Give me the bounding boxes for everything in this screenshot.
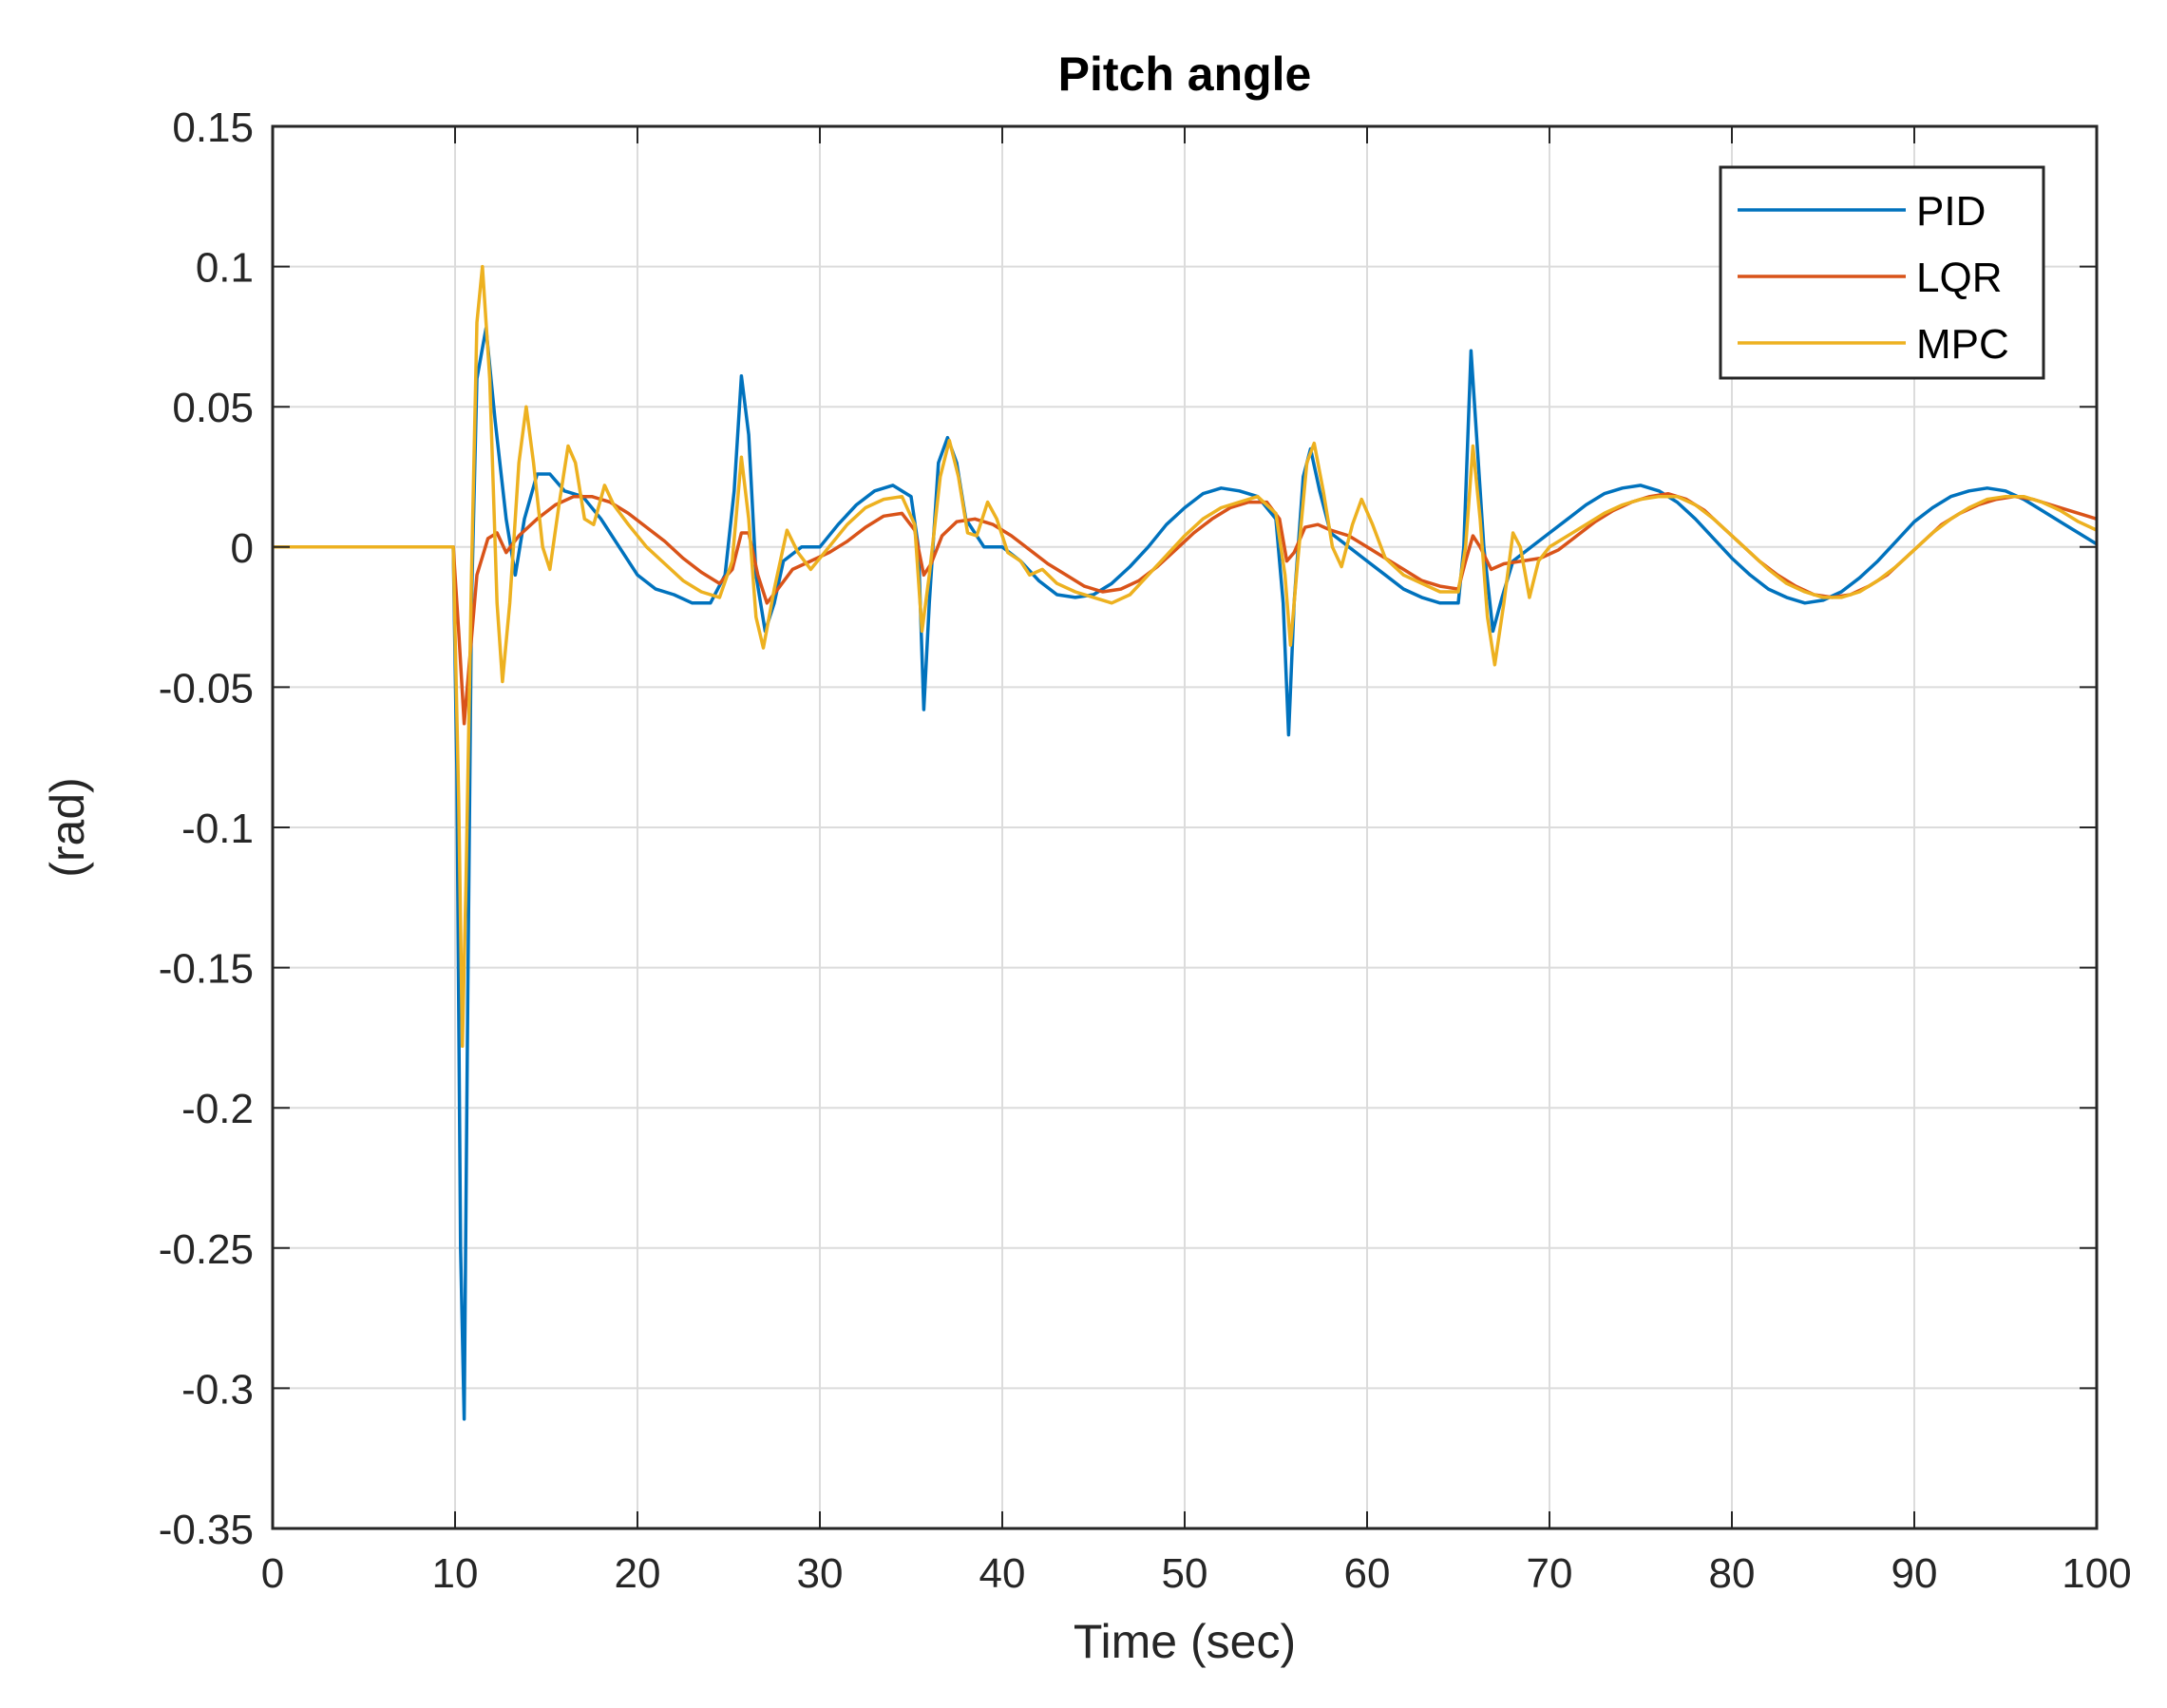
y-tick-label: 0.1 [196,245,254,292]
x-axis-label: Time (sec) [1074,1615,1296,1668]
series-line-mpc [273,264,2098,1049]
y-tick-labels: 0.15 0.1 0.05 0 -0.05 -0.1 -0.15 -0.2 -0.25 -0.3 -… [159,104,254,1553]
series-lines [273,264,2098,1421]
x-tick-label: 10 [432,1550,479,1597]
y-tick-label: -0.35 [159,1507,254,1553]
legend: PID LQR MPC [1719,165,2045,380]
y-tick-label: -0.15 [159,946,254,993]
x-tick-label: 30 [797,1550,844,1597]
y-tick-label: 0.15 [172,104,254,151]
x-tick-label: 100 [2062,1550,2131,1597]
x-tick-label: 80 [1709,1550,1756,1597]
series-line-pid [273,326,2098,1421]
y-tick-label: -0.1 [181,806,254,852]
y-tick-label: 0 [231,525,254,572]
y-tick-label: -0.25 [159,1226,254,1273]
x-tick-label: 0 [261,1550,284,1597]
x-tick-label: 60 [1344,1550,1391,1597]
x-tick-label: 20 [615,1550,661,1597]
chart-title: Pitch angle [1058,47,1312,101]
y-tick-label: -0.05 [159,665,254,712]
y-tick-label: -0.2 [181,1086,254,1132]
legend-label-mpc: MPC [1916,321,2009,368]
x-tick-label: 50 [1162,1550,1208,1597]
x-tick-label: 70 [1527,1550,1573,1597]
series-line-lqr [273,491,2098,726]
axes-box [271,124,2099,1530]
legend-label-lqr: LQR [1916,255,2002,301]
x-tick-label: 90 [1891,1550,1938,1597]
x-tick-label: 40 [979,1550,1026,1597]
y-axis-label: (rad) [41,777,94,878]
legend-label-pid: PID [1916,188,1986,235]
x-tick-labels: 0 10 20 30 40 50 60 70 80 90 100 [261,1550,2132,1597]
axes [271,124,2099,1530]
y-tick-label: 0.05 [172,385,254,431]
y-tick-label: -0.3 [181,1366,254,1413]
